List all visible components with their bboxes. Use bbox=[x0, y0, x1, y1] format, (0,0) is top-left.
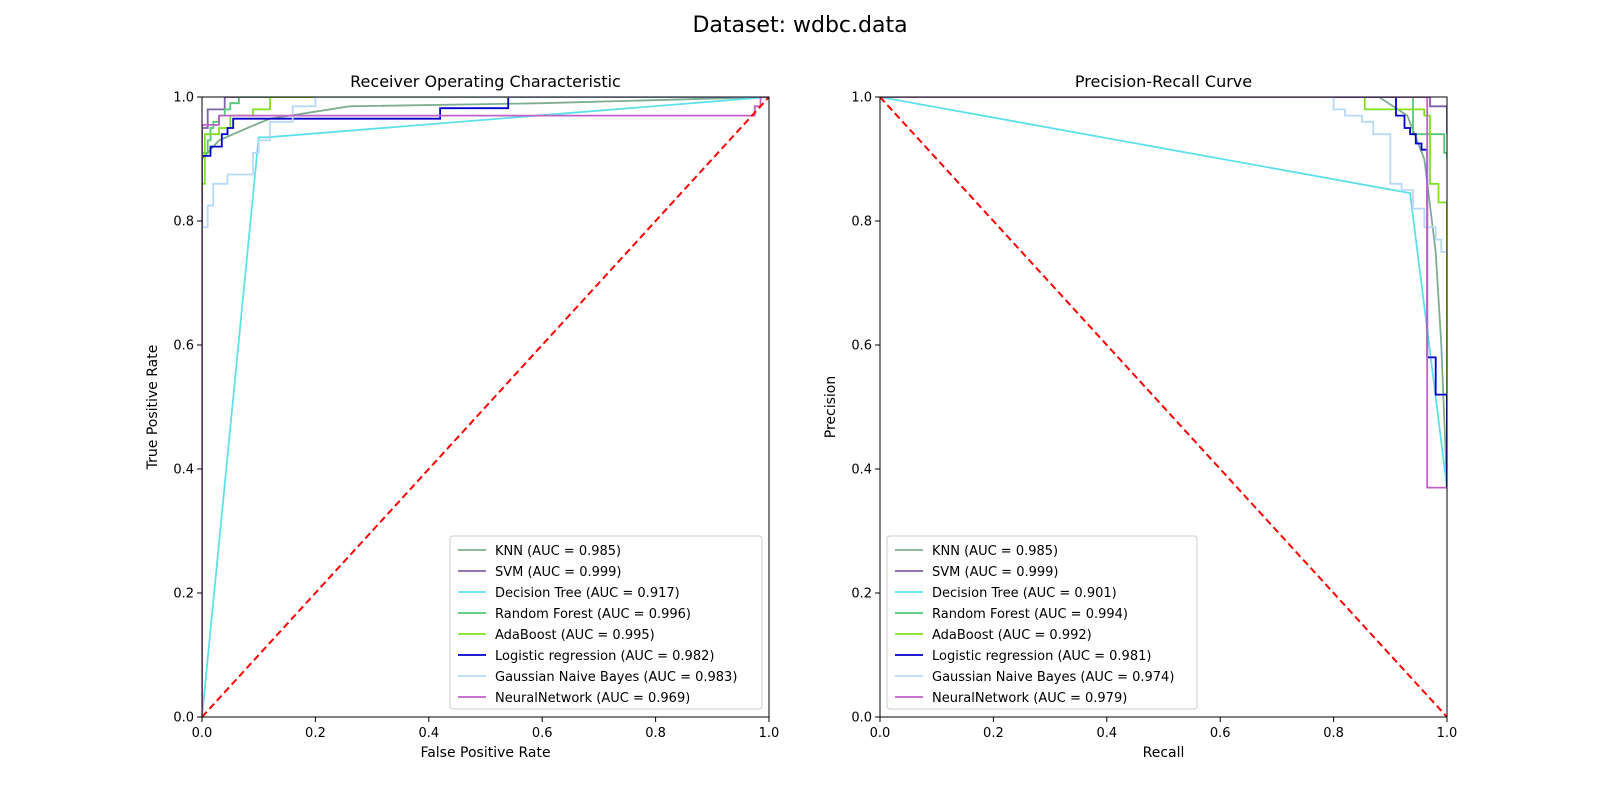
chart-0-reference-line bbox=[202, 97, 769, 717]
chart-0-x-tick-label-5: 1.0 bbox=[759, 726, 780, 741]
chart-1-series-line-6 bbox=[880, 97, 1447, 253]
chart-0-legend-label-2: Decision Tree (AUC = 0.917) bbox=[495, 586, 680, 601]
chart-1-legend-label-2: Decision Tree (AUC = 0.901) bbox=[932, 586, 1117, 601]
chart-0-series-line-1 bbox=[202, 97, 769, 717]
chart-0-y-tick-label-2: 0.4 bbox=[173, 463, 194, 478]
chart-0-x-tick-label-4: 0.8 bbox=[645, 726, 666, 741]
chart-0-y-axis-label: True Positive Rate bbox=[145, 345, 161, 471]
chart-0-legend-label-1: SVM (AUC = 0.999) bbox=[495, 565, 622, 580]
chart-1-series-line-4 bbox=[880, 97, 1447, 488]
chart-0-legend-label-0: KNN (AUC = 0.985) bbox=[495, 544, 621, 559]
chart-0-x-tick-label-2: 0.4 bbox=[418, 726, 439, 741]
chart-1-x-tick-label-2: 0.4 bbox=[1096, 726, 1117, 741]
roc-chart: Receiver Operating Characteristic 0.0 0.2 0… bbox=[145, 72, 779, 761]
chart-0-title: Receiver Operating Characteristic bbox=[350, 72, 621, 91]
chart-1-legend-box bbox=[886, 535, 1198, 710]
chart-0-y-tick-label-1: 0.2 bbox=[173, 587, 194, 602]
chart-0-series-line-4 bbox=[202, 97, 769, 717]
chart-1-legend-label-6: Gaussian Naive Bayes (AUC = 0.974) bbox=[932, 670, 1174, 685]
chart-0-x-tick-label-3: 0.6 bbox=[532, 726, 553, 741]
chart-1-x-tick-label-0: 0.0 bbox=[870, 726, 891, 741]
chart-1-x-axis-label: Recall bbox=[1143, 745, 1185, 761]
chart-0-legend-label-4: AdaBoost (AUC = 0.995) bbox=[495, 628, 655, 643]
chart-0-series-line-7 bbox=[202, 97, 769, 717]
chart-0-y-tick-label-0: 0.0 bbox=[173, 711, 194, 726]
chart-0-legend-label-3: Random Forest (AUC = 0.996) bbox=[495, 607, 691, 622]
precision-recall-chart: Precision-Recall Curve 0.0 0.2 0.4 0.6 0.8 1.0… bbox=[823, 72, 1457, 761]
chart-0-x-axis-label: False Positive Rate bbox=[420, 745, 550, 761]
chart-1-series-line-1 bbox=[880, 97, 1447, 135]
chart-1-legend-label-1: SVM (AUC = 0.999) bbox=[932, 565, 1059, 580]
chart-1-y-tick-label-0: 0.0 bbox=[851, 711, 872, 726]
chart-1-series-line-0 bbox=[880, 97, 1447, 488]
chart-0-y-tick-label-5: 1.0 bbox=[173, 91, 194, 106]
chart-1-reference-line bbox=[880, 97, 1447, 717]
chart-1-legend-label-3: Random Forest (AUC = 0.994) bbox=[932, 607, 1128, 622]
chart-0-y-tick-label-4: 0.8 bbox=[173, 215, 194, 230]
chart-1-x-tick-label-5: 1.0 bbox=[1437, 726, 1458, 741]
chart-0-axes-frame bbox=[201, 96, 770, 718]
chart-1-plot-area bbox=[880, 97, 1447, 717]
chart-0-legend-label-5: Logistic regression (AUC = 0.982) bbox=[495, 649, 714, 664]
chart-1-x-tick-label-1: 0.2 bbox=[983, 726, 1004, 741]
chart-0-series-line-2 bbox=[202, 97, 769, 717]
chart-1-legend-label-4: AdaBoost (AUC = 0.992) bbox=[932, 628, 1092, 643]
chart-1-series-line-3 bbox=[880, 97, 1447, 159]
chart-1-legend-label-7: NeuralNetwork (AUC = 0.979) bbox=[932, 691, 1127, 706]
chart-1-x-tick-label-3: 0.6 bbox=[1210, 726, 1231, 741]
chart-0-legend-label-6: Gaussian Naive Bayes (AUC = 0.983) bbox=[495, 670, 737, 685]
chart-1-y-tick-label-2: 0.4 bbox=[851, 463, 872, 478]
chart-1-axes-frame bbox=[879, 96, 1448, 718]
chart-1-series-line-5 bbox=[880, 97, 1447, 488]
chart-1-title: Precision-Recall Curve bbox=[1075, 72, 1252, 91]
chart-0-x-tick-label-0: 0.0 bbox=[192, 726, 213, 741]
chart-0-legend-label-7: NeuralNetwork (AUC = 0.969) bbox=[495, 691, 690, 706]
chart-1-y-tick-label-5: 1.0 bbox=[851, 91, 872, 106]
chart-1-legend-label-0: KNN (AUC = 0.985) bbox=[932, 544, 1058, 559]
chart-1-series-line-2 bbox=[880, 97, 1447, 488]
chart-1-y-tick-label-1: 0.2 bbox=[851, 587, 872, 602]
chart-1-legend-label-5: Logistic regression (AUC = 0.981) bbox=[932, 649, 1151, 664]
chart-0-y-tick-label-3: 0.6 bbox=[173, 339, 194, 354]
chart-0-legend-box bbox=[449, 535, 763, 710]
chart-1-x-tick-label-4: 0.8 bbox=[1323, 726, 1344, 741]
chart-0-x-tick-label-1: 0.2 bbox=[305, 726, 326, 741]
chart-1-y-tick-label-4: 0.8 bbox=[851, 215, 872, 230]
chart-0-series-line-6 bbox=[202, 97, 769, 717]
figure-title: Dataset: wdbc.data bbox=[692, 13, 907, 38]
chart-1-y-tick-label-3: 0.6 bbox=[851, 339, 872, 354]
chart-1-series-line-7 bbox=[880, 97, 1447, 489]
chart-0-series-line-5 bbox=[202, 97, 769, 717]
chart-0-plot-area bbox=[202, 97, 769, 717]
chart-1-y-axis-label: Precision bbox=[823, 376, 839, 438]
